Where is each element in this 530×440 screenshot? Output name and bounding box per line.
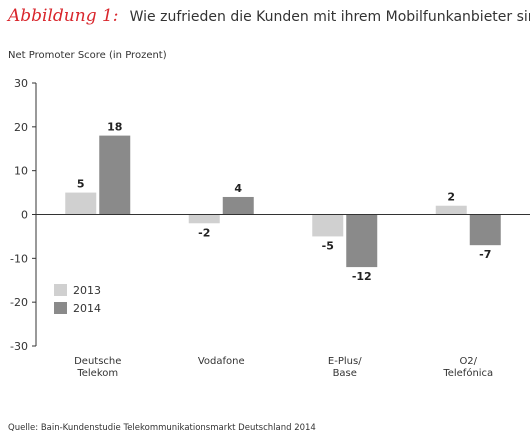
y-axis-label: Net Promoter Score (in Prozent) <box>8 50 167 61</box>
category-label: Telekom <box>76 368 118 379</box>
category-label: Base <box>333 368 357 379</box>
figure-label: Abbildung 1: <box>8 6 119 26</box>
bar <box>312 214 344 237</box>
data-label: -2 <box>198 226 210 239</box>
category-label: E-Plus/ <box>328 356 362 367</box>
y-tick-label: -30 <box>10 340 28 353</box>
y-tick-label: 20 <box>14 121 28 134</box>
y-tick-label: 10 <box>14 165 28 178</box>
bar <box>188 214 220 224</box>
chart-title: Abbildung 1: Wie zufrieden die Kunden mi… <box>8 6 530 32</box>
data-label: -7 <box>479 248 491 261</box>
bar <box>469 214 501 246</box>
y-tick-label: 30 <box>14 77 28 90</box>
category-label: O2/ <box>459 356 477 367</box>
bar <box>435 205 467 215</box>
category-label: Vodafone <box>198 356 245 367</box>
source-note: Quelle: Bain-Kundenstudie Telekommunikat… <box>8 423 316 433</box>
category-label: Telefónica <box>442 367 493 379</box>
bar <box>65 192 97 215</box>
title-text: Wie zufrieden die Kunden mit ihrem Mobil… <box>129 9 530 25</box>
data-label: -12 <box>352 270 372 283</box>
data-label: 2 <box>447 191 455 204</box>
data-label: -5 <box>322 239 334 252</box>
data-label: 18 <box>107 121 122 134</box>
legend-label: 2014 <box>73 302 101 315</box>
y-tick-label: -20 <box>10 296 28 309</box>
legend-label: 2013 <box>73 284 101 297</box>
bar <box>346 214 378 268</box>
category-label: Deutsche <box>74 356 121 367</box>
data-label: 4 <box>234 182 242 195</box>
data-label: 5 <box>77 178 85 191</box>
bar <box>222 196 254 215</box>
legend-swatch <box>54 284 67 296</box>
bar <box>99 135 131 215</box>
y-tick-label: -10 <box>10 252 28 265</box>
legend-swatch <box>54 302 67 314</box>
y-tick-label: 0 <box>21 209 28 222</box>
